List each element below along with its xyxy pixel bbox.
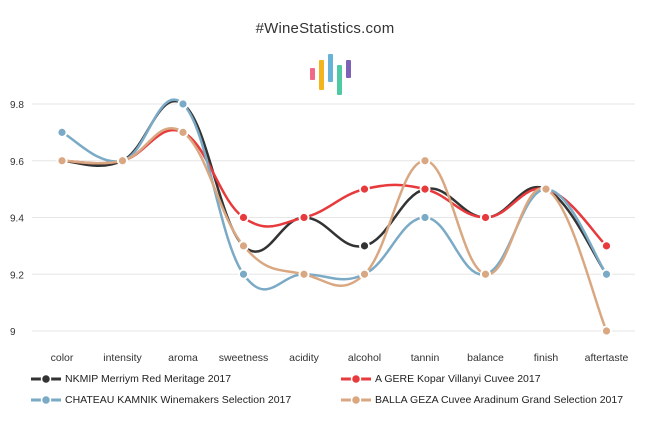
x-tick-label: balance [467,352,504,364]
legend-item-2[interactable]: CHATEAU KAMNIK Winemakers Selection 2017 [30,393,291,407]
x-tick-label: acidity [289,352,320,364]
data-point-series-1[interactable] [298,212,310,223]
legend-swatch-3 [341,394,371,406]
data-point-series-3[interactable] [601,325,612,337]
y-tick-label: 9.2 [10,270,24,281]
data-point-series-2[interactable] [56,126,68,138]
wine-statistics-logo-icon [310,54,351,95]
series-line-3[interactable] [61,126,608,332]
data-point-series-2[interactable] [238,268,249,280]
legend-item-3[interactable]: BALLA GEZA Cuvee Aradinum Grand Selectio… [340,393,623,407]
x-tick-label: finish [534,352,559,364]
y-tick-label: 9.8 [10,100,24,111]
data-point-series-3[interactable] [177,126,189,138]
y-tick-label: 9.4 [10,214,24,225]
legend-swatch-1 [341,373,371,385]
data-point-series-1[interactable] [359,183,370,195]
legend-label-1: A GERE Kopar Villanyi Cuvee 2017 [375,373,541,385]
x-tick-label: alcohol [348,352,381,364]
legend-item-0[interactable]: NKMIP Merriym Red Meritage 2017 [30,372,231,386]
data-point-series-3[interactable] [359,268,370,280]
data-point-series-3[interactable] [419,155,431,167]
x-tick-label: sweetness [219,352,269,364]
data-point-series-3[interactable] [480,268,491,280]
grid [32,103,635,332]
x-tick-label: intensity [103,352,142,364]
legend-label-2: CHATEAU KAMNIK Winemakers Selection 2017 [65,394,292,406]
series-lines [61,98,608,332]
y-tick-label: 9 [10,327,16,338]
data-point-series-3[interactable] [298,268,310,280]
y-tick-label: 9.6 [10,157,24,168]
data-point-series-1[interactable] [601,240,612,252]
x-axis: color intensity aroma sweetness acidity alcoh… [51,352,629,364]
data-point-series-1[interactable] [480,212,491,223]
series-line-0[interactable] [61,99,608,275]
x-tick-label: aftertaste [585,352,629,364]
y-axis: 9 9.2 9.4 9.6 9.8 [10,100,24,338]
data-point-series-0[interactable] [359,240,370,252]
data-point-series-3[interactable] [117,155,128,167]
x-tick-label: tannin [411,352,440,364]
data-point-series-3[interactable] [540,183,552,195]
site-title: #WineStatistics.com [255,20,395,37]
data-point-series-1[interactable] [419,183,431,195]
series-line-1[interactable] [61,129,608,247]
series-points [56,98,612,337]
legend-label-0: NKMIP Merriym Red Meritage 2017 [65,373,232,385]
data-point-series-3[interactable] [56,155,68,167]
legend-item-1[interactable]: A GERE Kopar Villanyi Cuvee 2017 [340,372,541,386]
legend-swatch-2 [31,394,61,406]
data-point-series-1[interactable] [238,212,249,223]
legend-swatch-0 [31,373,61,385]
x-tick-label: color [51,352,74,364]
data-point-series-2[interactable] [419,212,431,223]
legend-label-3: BALLA GEZA Cuvee Aradinum Grand Selectio… [375,394,624,406]
data-point-series-2[interactable] [601,268,612,280]
data-point-series-3[interactable] [238,240,249,252]
x-tick-label: aroma [168,352,198,364]
data-point-series-2[interactable] [177,98,189,110]
